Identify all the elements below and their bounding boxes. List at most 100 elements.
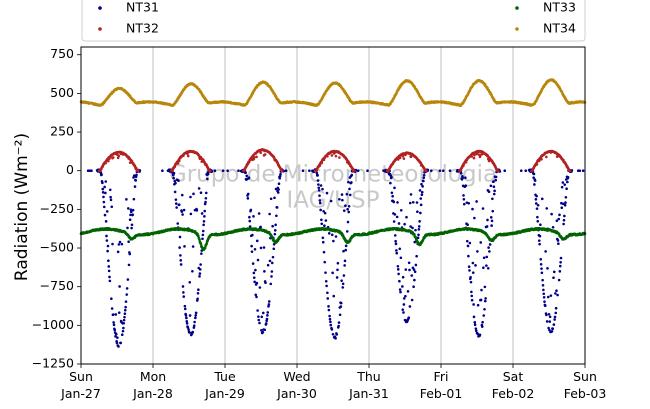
data-point-nt31 <box>327 308 331 312</box>
data-point-nt31 <box>161 169 164 173</box>
data-point-nt31 <box>261 330 265 334</box>
legend-label: NT32 <box>126 21 159 36</box>
grid-lines <box>152 47 514 364</box>
data-point-nt31 <box>181 285 185 288</box>
data-point-nt31 <box>202 223 205 227</box>
data-point-nt31 <box>397 222 401 225</box>
data-point-nt31 <box>317 188 321 192</box>
data-point-nt31 <box>278 176 282 180</box>
data-point-nt32 <box>353 169 356 173</box>
data-point-nt31 <box>327 305 330 308</box>
data-point-nt31 <box>267 300 271 303</box>
data-point-nt31 <box>471 207 474 211</box>
data-point-nt31 <box>257 212 261 215</box>
data-point-nt31 <box>120 242 124 246</box>
data-point-nt32 <box>104 161 108 165</box>
data-point-nt31 <box>221 169 225 173</box>
data-point-nt31 <box>406 290 410 293</box>
data-point-nt31 <box>420 193 424 197</box>
data-point-nt31 <box>316 179 320 182</box>
data-point-nt31 <box>105 234 108 238</box>
data-point-nt31 <box>341 286 345 289</box>
data-point-nt31 <box>392 220 396 223</box>
data-point-nt31 <box>564 196 568 199</box>
data-point-nt31 <box>550 212 553 216</box>
data-point-nt31 <box>468 241 472 245</box>
data-point-nt31 <box>175 206 178 209</box>
x-tick-day: Thu <box>356 369 380 384</box>
data-point-nt31 <box>555 219 559 222</box>
data-point-nt31 <box>127 263 131 267</box>
data-point-nt31 <box>464 176 467 179</box>
data-point-nt31 <box>109 198 113 202</box>
data-point-nt31 <box>545 320 549 323</box>
data-point-nt31 <box>103 213 107 217</box>
data-point-nt31 <box>237 169 240 173</box>
data-point-nt31 <box>416 236 420 240</box>
data-point-nt31 <box>180 210 184 213</box>
data-point-nt31 <box>409 193 413 196</box>
data-point-nt31 <box>128 218 132 222</box>
series-nt32 <box>97 148 572 173</box>
data-point-nt32 <box>537 159 541 163</box>
data-point-nt32 <box>255 155 258 159</box>
data-point-nt31 <box>487 246 490 249</box>
data-point-nt31 <box>413 278 416 282</box>
data-point-nt31 <box>467 265 471 269</box>
data-point-nt31 <box>412 268 416 271</box>
data-point-nt31 <box>332 239 335 243</box>
data-point-nt31 <box>408 268 411 272</box>
data-point-nt31 <box>271 224 274 228</box>
data-point-nt31 <box>336 261 340 265</box>
data-point-nt31 <box>185 320 189 323</box>
data-point-nt31 <box>438 169 442 173</box>
data-point-nt31 <box>553 318 556 321</box>
data-point-nt31 <box>337 324 340 328</box>
data-point-nt31 <box>132 197 136 201</box>
data-point-nt31 <box>124 300 128 303</box>
data-point-nt31 <box>395 249 398 252</box>
y-tick-label: −1250 <box>32 356 74 371</box>
x-tick-day: Sat <box>503 369 524 384</box>
data-point-nt31 <box>413 240 417 244</box>
data-point-nt31 <box>124 305 127 309</box>
data-point-nt31 <box>173 179 177 183</box>
data-point-nt31 <box>192 324 196 327</box>
data-point-nt31 <box>126 278 130 281</box>
data-point-nt31 <box>123 315 126 319</box>
data-point-nt32 <box>111 156 115 159</box>
data-point-nt31 <box>415 254 418 258</box>
data-point-nt31 <box>256 309 259 312</box>
data-point-nt31 <box>191 330 195 334</box>
data-point-nt31 <box>534 202 538 205</box>
data-point-nt31 <box>536 219 540 223</box>
data-point-nt31 <box>331 271 334 275</box>
data-point-nt31 <box>482 266 485 270</box>
data-point-nt31 <box>337 321 341 324</box>
data-point-nt31 <box>118 285 121 288</box>
data-point-nt31 <box>393 213 397 216</box>
data-point-nt31 <box>538 234 542 238</box>
data-point-nt31 <box>200 212 204 215</box>
data-point-nt31 <box>201 237 204 241</box>
data-point-nt31 <box>177 179 180 182</box>
data-point-nt31 <box>127 240 130 243</box>
data-point-nt31 <box>473 216 476 220</box>
data-point-nt31 <box>106 249 109 253</box>
data-point-nt31 <box>535 207 539 210</box>
data-point-nt32 <box>137 169 140 172</box>
y-tick-label: −500 <box>40 240 74 255</box>
data-point-nt31 <box>199 263 202 266</box>
data-point-nt31 <box>487 190 491 194</box>
data-point-nt31 <box>325 191 329 195</box>
data-point-nt33 <box>199 243 203 246</box>
data-point-nt31 <box>342 249 345 253</box>
data-point-nt31 <box>129 213 132 217</box>
data-point-nt31 <box>188 331 191 334</box>
data-point-nt31 <box>338 313 342 317</box>
data-point-nt31 <box>102 200 106 204</box>
data-point-nt31 <box>543 300 546 303</box>
y-tick-label: −1000 <box>32 317 74 332</box>
data-point-nt31 <box>123 312 127 316</box>
data-point-nt31 <box>472 303 475 306</box>
